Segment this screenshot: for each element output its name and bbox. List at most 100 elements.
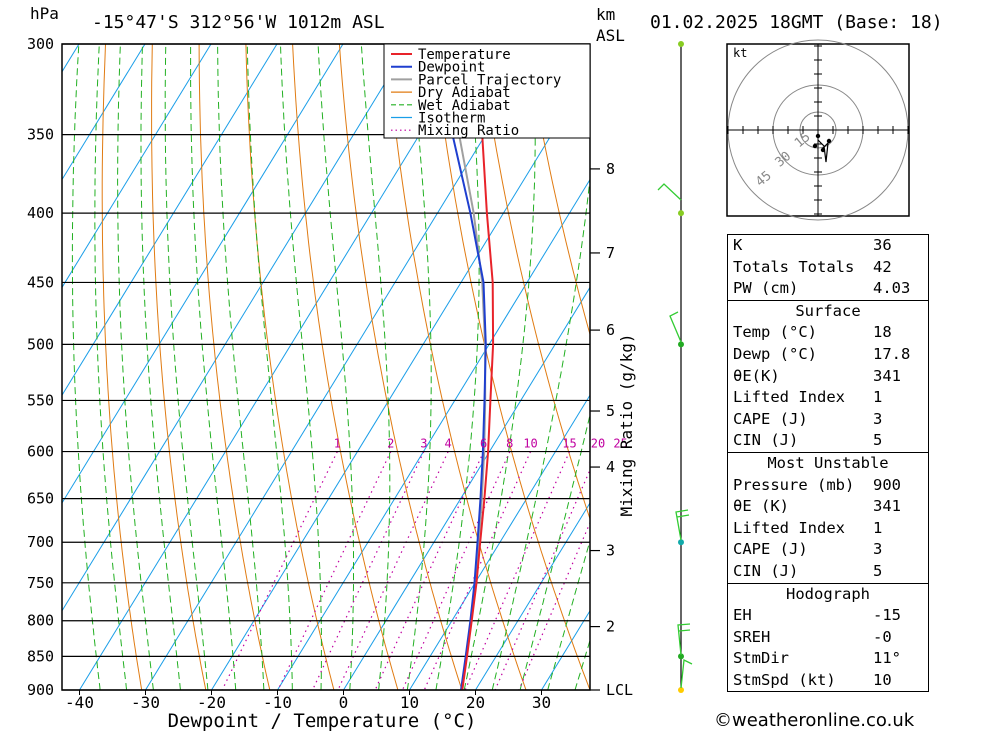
pressure-tick-label: 700 xyxy=(27,533,54,551)
index-label: Lifted Index xyxy=(733,388,845,407)
wet-adiabat-line xyxy=(190,44,237,690)
index-value: 1 xyxy=(873,518,883,537)
index-label: SREH xyxy=(733,627,771,646)
index-label: CAPE (J) xyxy=(733,409,808,428)
index-row: Lifted Index 1 xyxy=(728,518,928,540)
mixing-ratio-label: 4 xyxy=(445,437,452,451)
hodograph-section: Hodograph EH -15 SREH -0 StmDir 11° StmSpd … xyxy=(728,582,928,692)
wind-level-dot xyxy=(678,653,684,660)
index-value: 5 xyxy=(873,431,883,450)
km-label: km xyxy=(596,5,616,24)
index-label: CAPE (J) xyxy=(733,540,808,559)
temperature-tick-label: -20 xyxy=(197,693,226,712)
index-row: EH -15 xyxy=(728,605,928,627)
mixing-ratio-line xyxy=(277,451,392,690)
index-row: K 36 xyxy=(728,235,928,257)
mixing-ratio-label: 10 xyxy=(523,437,537,451)
dry-adiabat-line xyxy=(151,44,207,690)
hodograph-point xyxy=(826,138,832,144)
plot-frame xyxy=(61,43,591,691)
temperature-line xyxy=(461,44,495,690)
index-value: 11° xyxy=(873,649,901,668)
wind-barb xyxy=(675,509,690,541)
pressure-tick-label: 650 xyxy=(27,490,54,508)
index-row: Totals Totals 42 xyxy=(728,257,928,279)
dry-adiabat-line xyxy=(432,44,590,690)
index-value: -0 xyxy=(873,627,892,646)
index-row: θE(K) 341 xyxy=(728,366,928,388)
mixing-ratio-label: 3 xyxy=(420,437,427,451)
index-label: Totals Totals xyxy=(733,257,855,276)
wet-adiabat-line xyxy=(491,174,590,690)
temperature-axis-labels: -40 -30 -20 -10 0 10 20 30 xyxy=(65,690,551,712)
index-row: StmSpd (kt) 10 xyxy=(728,670,928,692)
mixing-ratio-line xyxy=(518,521,590,690)
index-row: CAPE (J) 3 xyxy=(728,409,928,431)
index-value: 4.03 xyxy=(873,279,911,298)
temperature-tick-label: -40 xyxy=(65,693,94,712)
indices-top-section: K 36 Totals Totals 42 PW (cm) 4.03 xyxy=(728,235,928,300)
index-row: CAPE (J) 3 xyxy=(728,539,928,561)
legend-box xyxy=(383,43,591,139)
pressure-tick-label: 900 xyxy=(27,681,54,699)
pressure-tick-label: 750 xyxy=(27,574,54,592)
isotherm-line xyxy=(62,44,410,612)
index-value: 1 xyxy=(873,388,883,407)
index-row: Lifted Index 1 xyxy=(728,387,928,409)
mixing-ratio-label: 25 xyxy=(613,437,627,451)
temperature-tick-label: 30 xyxy=(532,693,551,712)
isotherm-line xyxy=(62,44,212,289)
index-row: CIN (J) 5 xyxy=(728,561,928,583)
dry-adiabat-line xyxy=(948,44,1000,690)
dry-adiabat-line xyxy=(338,44,463,690)
parcel-trajectory-line xyxy=(434,44,487,690)
isotherm-line xyxy=(62,44,344,504)
hodograph-point xyxy=(812,143,818,149)
wet-adiabat-line xyxy=(280,44,322,690)
hodograph-point xyxy=(815,133,821,139)
wind-barb-column xyxy=(657,41,693,693)
wet-adiabat-lines xyxy=(71,44,590,690)
pressure-tick-label: 850 xyxy=(27,647,54,665)
pressure-axis-labels: 300 350 400 450 500 550 600 650 700 750 800 850 900 xyxy=(27,35,54,699)
index-value: 900 xyxy=(873,475,901,494)
hodograph-unit-label: kt xyxy=(733,46,747,60)
isotherm-line xyxy=(62,44,146,181)
wind-level-dot xyxy=(678,41,684,47)
index-row: PW (cm) 4.03 xyxy=(728,278,928,300)
index-value: 3 xyxy=(873,409,883,428)
index-label: Pressure (mb) xyxy=(733,475,855,494)
index-label: StmSpd (kt) xyxy=(733,670,836,689)
legend-label: Parcel Trajectory xyxy=(418,72,561,88)
pressure-grid-lines xyxy=(62,43,590,691)
mixing-ratio-label: 6 xyxy=(480,437,487,451)
x-axis-label: Dewpoint / Temperature (°C) xyxy=(168,710,477,732)
wet-adiabat-line xyxy=(164,44,209,690)
index-label: EH xyxy=(733,606,752,625)
altitude-tick-label: 7 xyxy=(606,244,615,262)
index-label: θE (K) xyxy=(733,497,789,516)
index-label: θE(K) xyxy=(733,366,780,385)
pressure-tick-label: 500 xyxy=(27,335,54,353)
hodograph-point xyxy=(820,147,826,153)
index-row: CIN (J) 5 xyxy=(728,430,928,452)
mixing-ratio-line xyxy=(494,468,590,690)
pressure-tick-label: 300 xyxy=(27,35,54,53)
temperature-tick-label: -10 xyxy=(263,693,292,712)
asl-label: ASL xyxy=(596,26,625,45)
altitude-tick-label: LCL xyxy=(606,681,633,699)
altitude-axis: 8 7 6 5 4 3 2 LCL xyxy=(590,160,633,699)
datetime-title: 01.02.2025 18GMT (Base: 18) xyxy=(650,12,943,33)
altitude-tick-label: 6 xyxy=(606,321,615,339)
legend-label: Temperature xyxy=(418,47,511,63)
dewpoint-line xyxy=(421,44,487,690)
temperature-tick-label: -30 xyxy=(131,693,160,712)
legend-label: Dewpoint xyxy=(418,60,485,76)
altitude-tick-label: 2 xyxy=(606,618,615,636)
index-row: SREH -0 xyxy=(728,627,928,649)
index-row: θE (K) 341 xyxy=(728,496,928,518)
pressure-tick-label: 400 xyxy=(27,204,54,222)
index-value: 10 xyxy=(873,670,892,689)
